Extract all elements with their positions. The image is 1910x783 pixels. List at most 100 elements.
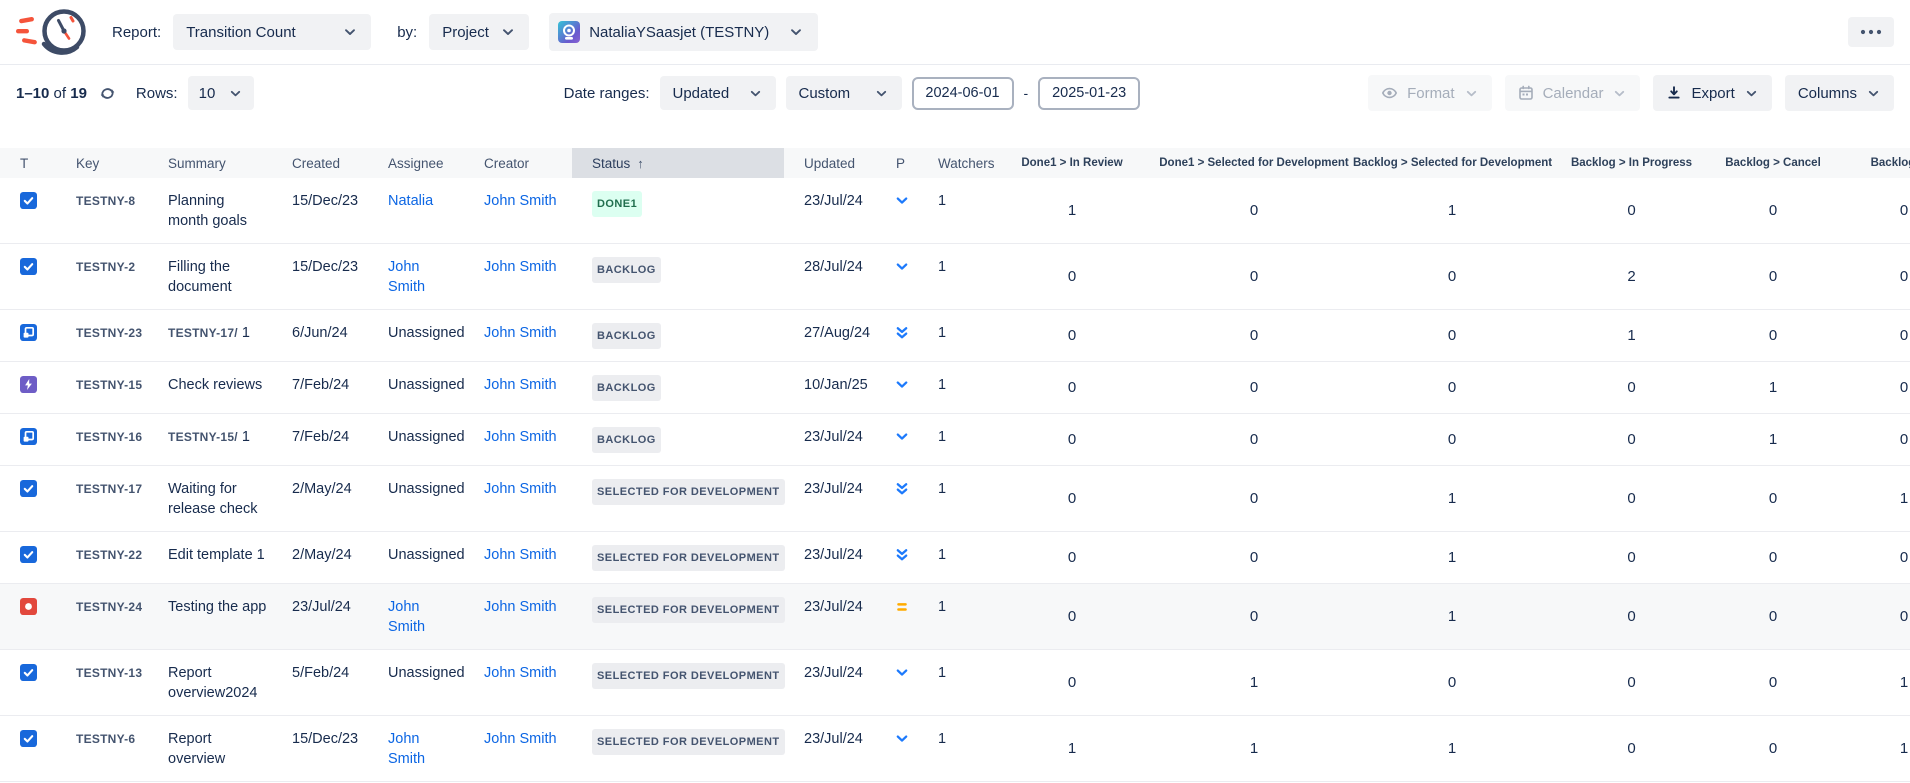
table-row[interactable]: TESTNY-23TESTNY-17/ 16/Jun/24UnassignedJ… xyxy=(0,310,1910,362)
project-select[interactable]: NataliaYSaasjet (TESTNY) xyxy=(549,13,818,51)
format-button[interactable]: Format xyxy=(1368,75,1492,111)
column-header-backlog-o[interactable]: Backlog > O xyxy=(1836,148,1910,178)
issue-key[interactable]: TESTNY-22 xyxy=(76,548,142,562)
date-from-input[interactable]: 2024-06-01 xyxy=(912,77,1014,110)
column-header-key[interactable]: Key xyxy=(56,148,148,178)
assignee-link[interactable]: Natalia xyxy=(388,193,433,209)
transition-count-cell: 0 xyxy=(987,466,1157,532)
assignee-link[interactable]: John Smith xyxy=(388,259,425,295)
transition-count-value: 0 xyxy=(1769,327,1777,344)
transition-count-value: 1 xyxy=(1068,202,1076,219)
transition-count-value: 0 xyxy=(1900,549,1908,566)
column-header-label: Done1 > In Review xyxy=(1021,157,1122,169)
summary-text[interactable]: Testing the app xyxy=(168,599,266,615)
issue-key[interactable]: TESTNY-17 xyxy=(76,482,142,496)
summary-text[interactable]: Check reviews xyxy=(168,377,262,393)
transition-count-cell: 0 xyxy=(1710,244,1836,310)
column-header-backlog-selected-for-development[interactable]: Backlog > Selected for Development xyxy=(1351,148,1553,178)
creator-link[interactable]: John Smith xyxy=(484,259,557,275)
column-header-summary[interactable]: Summary xyxy=(148,148,272,178)
issue-key[interactable]: TESTNY-8 xyxy=(76,194,135,208)
table-row[interactable]: TESTNY-13Report overview20245/Feb/24Unas… xyxy=(0,650,1910,716)
created-date: 6/Jun/24 xyxy=(292,325,348,341)
created-cell: 15/Dec/23 xyxy=(272,244,368,310)
calendar-button[interactable]: Calendar xyxy=(1505,75,1641,111)
summary-text[interactable]: Waiting for release check xyxy=(168,481,257,517)
creator-link[interactable]: John Smith xyxy=(484,481,557,497)
creator-link[interactable]: John Smith xyxy=(484,547,557,563)
assignee-link[interactable]: John Smith xyxy=(388,599,425,635)
issue-type-cell xyxy=(0,178,56,244)
column-header-creator[interactable]: Creator xyxy=(464,148,572,178)
creator-link[interactable]: John Smith xyxy=(484,325,557,341)
table-row[interactable]: TESTNY-16TESTNY-15/ 17/Feb/24UnassignedJ… xyxy=(0,414,1910,466)
issue-key[interactable]: TESTNY-15 xyxy=(76,378,142,392)
creator-link[interactable]: John Smith xyxy=(484,731,557,747)
column-header-backlog-in-progress[interactable]: Backlog > In Progress xyxy=(1553,148,1710,178)
chevron-down-icon xyxy=(1464,86,1479,101)
creator-link[interactable]: John Smith xyxy=(484,193,557,209)
column-header-done1-in-review[interactable]: Done1 > In Review xyxy=(987,148,1157,178)
rows-per-page-select[interactable]: 10 xyxy=(188,76,254,110)
refresh-button[interactable] xyxy=(97,83,118,104)
column-header-status[interactable]: Status↑ xyxy=(572,148,784,178)
column-header-created[interactable]: Created xyxy=(272,148,368,178)
column-header-assignee[interactable]: Assignee xyxy=(368,148,464,178)
issue-key[interactable]: TESTNY-23 xyxy=(76,326,142,340)
creator-link[interactable]: John Smith xyxy=(484,665,557,681)
issue-type-bolt-icon xyxy=(20,376,37,393)
table-row[interactable]: TESTNY-15Check reviews7/Feb/24Unassigned… xyxy=(0,362,1910,414)
updated-cell: 23/Jul/24 xyxy=(784,466,882,532)
transition-count-value: 0 xyxy=(1250,431,1258,448)
column-header-updated[interactable]: Updated xyxy=(784,148,882,178)
column-header-label: P xyxy=(896,156,905,171)
status-cell: SELECTED FOR DEVELOPMENT xyxy=(572,466,784,532)
table-row[interactable]: TESTNY-17Waiting for release check2/May/… xyxy=(0,466,1910,532)
summary-text[interactable]: 1 xyxy=(238,429,250,445)
column-header-label: Creator xyxy=(484,156,529,171)
transition-count-cell: 1 xyxy=(1157,716,1351,782)
issue-key[interactable]: TESTNY-16 xyxy=(76,430,142,444)
more-actions-button[interactable] xyxy=(1848,17,1894,47)
table-row[interactable]: TESTNY-22Edit template 12/May/24Unassign… xyxy=(0,532,1910,584)
report-select[interactable]: Transition Count xyxy=(173,14,371,50)
column-header-backlog-cancel[interactable]: Backlog > Cancel xyxy=(1710,148,1836,178)
creator-link[interactable]: John Smith xyxy=(484,429,557,445)
export-button[interactable]: Export xyxy=(1653,75,1771,111)
date-mode-select[interactable]: Custom xyxy=(786,76,902,110)
issue-key[interactable]: TESTNY-13 xyxy=(76,666,142,680)
column-header-watchers[interactable]: Watchers xyxy=(918,148,987,178)
transition-count-cell: 0 xyxy=(1710,178,1836,244)
assignee-link[interactable]: John Smith xyxy=(388,731,425,767)
summary-cell: TESTNY-17/ 1 xyxy=(148,310,272,362)
column-header-done1-selected-for-development[interactable]: Done1 > Selected for Development xyxy=(1157,148,1351,178)
date-field-select[interactable]: Updated xyxy=(660,76,776,110)
column-header-p[interactable]: P xyxy=(882,148,918,178)
creator-link[interactable]: John Smith xyxy=(484,599,557,615)
transition-count-cell: 1 xyxy=(1351,466,1553,532)
issue-key[interactable]: TESTNY-2 xyxy=(76,260,135,274)
table-row[interactable]: TESTNY-8Planning month goals15/Dec/23Nat… xyxy=(0,178,1910,244)
column-header-t[interactable]: T xyxy=(0,148,56,178)
date-to-input[interactable]: 2025-01-23 xyxy=(1038,77,1140,110)
summary-text[interactable]: 1 xyxy=(238,325,250,341)
columns-button[interactable]: Columns xyxy=(1785,75,1894,111)
assignee-cell: John Smith xyxy=(368,244,464,310)
table-row[interactable]: TESTNY-6Report overview15/Dec/23John Smi… xyxy=(0,716,1910,782)
summary-text[interactable]: Filling the document xyxy=(168,259,232,295)
transition-count-value: 0 xyxy=(1068,327,1076,344)
table-row[interactable]: TESTNY-24Testing the app23/Jul/24John Sm… xyxy=(0,584,1910,650)
creator-link[interactable]: John Smith xyxy=(484,377,557,393)
summary-text[interactable]: Planning month goals xyxy=(168,193,247,229)
transition-count-value: 0 xyxy=(1627,549,1635,566)
summary-text[interactable]: Report overview xyxy=(168,731,225,767)
issue-key-cell: TESTNY-23 xyxy=(56,310,148,362)
creator-cell: John Smith xyxy=(464,310,572,362)
table-row[interactable]: TESTNY-2 Filling the document 15/Dec/23 Joh… xyxy=(0,244,1910,310)
issue-key[interactable]: TESTNY-6 xyxy=(76,732,135,746)
issue-type-cell xyxy=(0,532,56,584)
issue-key[interactable]: TESTNY-24 xyxy=(76,600,142,614)
summary-text[interactable]: Edit template 1 xyxy=(168,547,265,563)
summary-text[interactable]: Report overview2024 xyxy=(168,665,257,701)
group-by-select[interactable]: Project xyxy=(429,14,529,50)
